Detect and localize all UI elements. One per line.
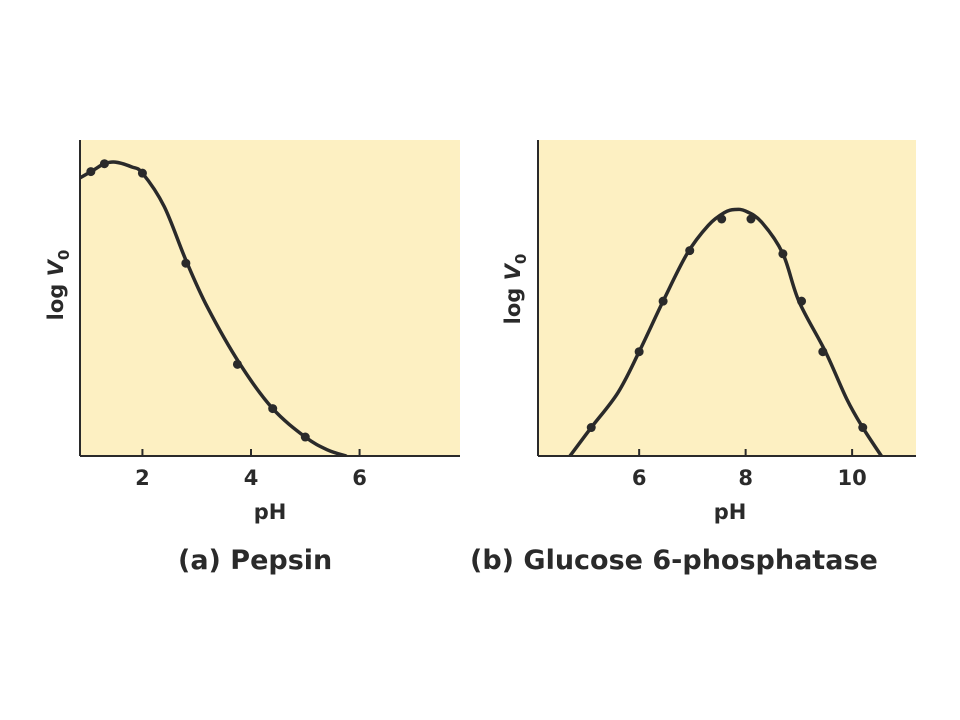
x-tick-label-pepsin-2: 2: [135, 466, 150, 490]
data-point-glucose-6-phosphatase-5: [717, 214, 727, 224]
x-tick-label-glucose-6-phosphatase-6: 6: [632, 466, 647, 490]
caption-pepsin: (a) Pepsin: [178, 545, 332, 576]
x-tick-label-pepsin-6: 6: [352, 466, 367, 490]
data-point-glucose-6-phosphatase-1: [586, 423, 596, 433]
data-point-glucose-6-phosphatase-10: [858, 423, 868, 433]
x-tick-label-glucose-6-phosphatase-10: 10: [837, 466, 866, 490]
data-point-glucose-6-phosphatase-4: [685, 246, 695, 256]
x-tick-label-glucose-6-phosphatase-8: 8: [738, 466, 753, 490]
data-point-pepsin-7: [300, 432, 310, 442]
x-ticks-pepsin: 2 4 6: [135, 449, 367, 490]
curve-group-glucose-6-phosphatase: [568, 207, 884, 456]
data-point-pepsin-5: [232, 359, 242, 369]
y-axis-label-pepsin: log V0: [44, 250, 73, 321]
data-point-glucose-6-phosphatase-2: [634, 347, 644, 357]
curve-glucose-6-phosphatase: [568, 207, 884, 456]
caption-glucose-6-phosphatase: (b) Glucose 6-phosphatase: [470, 545, 878, 576]
x-axis-label-pepsin: pH: [254, 500, 287, 524]
data-point-glucose-6-phosphatase-9: [818, 347, 828, 357]
data-point-pepsin-6: [268, 404, 278, 414]
data-point-glucose-6-phosphatase-3: [658, 296, 668, 306]
panel-glucose-6-phosphatase: 6 8 10 pH log V0 (b) Glucose 6-phosphatase: [470, 140, 916, 576]
x-ticks-glucose-6-phosphatase: 6 8 10: [632, 449, 867, 490]
x-tick-label-pepsin-4: 4: [244, 466, 259, 490]
data-point-pepsin-2: [99, 159, 109, 169]
data-point-glucose-6-phosphatase-8: [797, 296, 807, 306]
curve-group-pepsin: [80, 159, 348, 456]
data-point-pepsin-3: [137, 168, 147, 178]
data-point-pepsin-1: [86, 167, 96, 177]
data-point-glucose-6-phosphatase-6: [746, 214, 756, 224]
data-point-pepsin-4: [181, 258, 191, 268]
plot-area-glucose-6-phosphatase: [538, 140, 916, 456]
panel-pepsin: 2 4 6 pH log V0 (a) Pepsin: [44, 140, 460, 576]
y-axis-label-glucose-6-phosphatase: log V0: [501, 254, 530, 325]
x-axis-label-glucose-6-phosphatase: pH: [714, 500, 747, 524]
data-point-glucose-6-phosphatase-7: [778, 249, 788, 259]
